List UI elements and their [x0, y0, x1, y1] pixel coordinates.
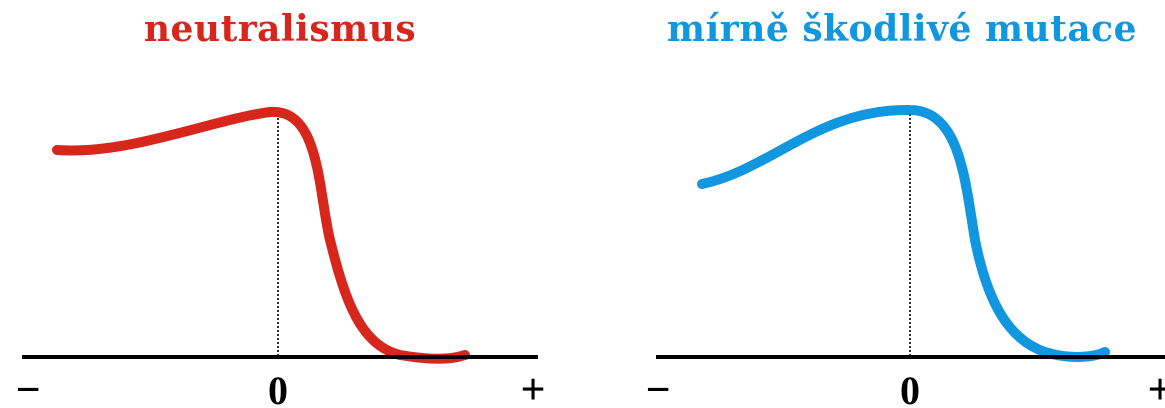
distribution-plot: − 0 + [15, 106, 546, 408]
panel-title: neutralismus [143, 8, 417, 50]
tick-label-zero: 0 [900, 368, 920, 408]
distribution-plot: − 0 + [645, 104, 1165, 408]
panel-neutralismus: neutralismus − 0 + [0, 0, 582, 408]
tick-label-plus: + [520, 365, 545, 408]
panel-title: mírně škodlivé mutace [667, 8, 1137, 50]
panel-mirne-skodlive-mutace: mírně škodlivé mutace − 0 + [582, 0, 1165, 408]
distribution-curve [697, 104, 1110, 362]
tick-label-minus: − [15, 365, 40, 408]
tick-label-plus: + [1147, 365, 1165, 408]
tick-label-minus: − [645, 365, 670, 408]
distribution-curve [52, 106, 470, 364]
tick-label-zero: 0 [268, 368, 288, 408]
